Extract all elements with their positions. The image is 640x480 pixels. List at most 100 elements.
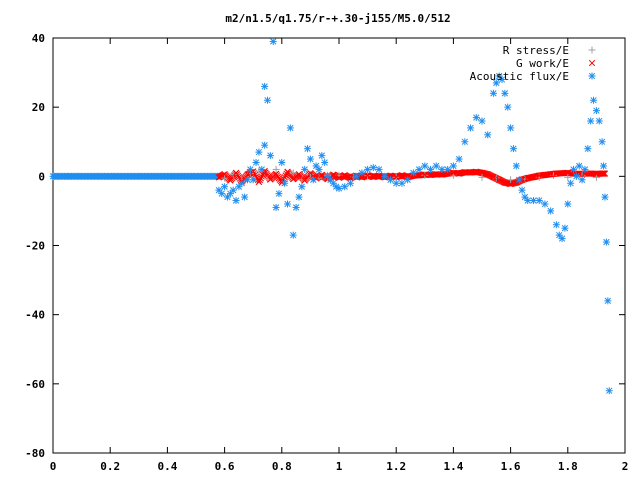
data-point-g-work-e-stroke [370, 173, 377, 181]
y-tick-label: -80 [25, 447, 45, 460]
data-point-acoustic-flux-e-stroke [232, 197, 240, 204]
data-point-acoustic-flux-e [547, 207, 555, 215]
data-point-acoustic-flux-e [304, 145, 312, 153]
data-point-acoustic-flux-e-stroke [496, 72, 503, 80]
data-point-g-work-e [364, 172, 371, 179]
data-point-g-work-e [455, 170, 463, 177]
data-point-acoustic-flux-e-stroke [584, 145, 591, 152]
data-point-acoustic-flux-e-stroke [587, 117, 594, 125]
data-point-r-stress-e [306, 171, 314, 179]
data-point-acoustic-flux-e [598, 138, 606, 146]
data-point-acoustic-flux-e-stroke [504, 104, 511, 111]
data-point-g-work-e [507, 180, 514, 188]
data-point-acoustic-flux-e-stroke [398, 180, 406, 187]
data-point-g-work-e [496, 176, 503, 183]
data-point-acoustic-flux-e-stroke [573, 173, 580, 180]
data-point-acoustic-flux-e [552, 221, 560, 229]
data-point-acoustic-flux-e [518, 186, 526, 194]
data-point-g-work-e-stroke [553, 170, 560, 177]
data-point-acoustic-flux-e-stroke [287, 124, 294, 132]
data-point-acoustic-flux-e [246, 165, 254, 173]
data-point-r-stress-e [507, 176, 515, 184]
data-point-acoustic-flux-e-stroke [315, 166, 323, 173]
data-point-acoustic-flux-e [581, 165, 589, 173]
data-point-acoustic-flux-e [289, 231, 297, 239]
data-point-acoustic-flux-e [587, 117, 595, 125]
data-point-g-work-e-stroke [507, 180, 514, 188]
data-point-acoustic-flux-e [461, 138, 469, 146]
data-point-acoustic-flux-e-stroke [241, 193, 248, 201]
data-point-acoustic-flux-e [249, 176, 257, 184]
data-point-g-work-e [593, 170, 600, 178]
data-point-acoustic-flux-e-stroke [255, 148, 263, 156]
data-point-acoustic-flux-e-stroke [541, 200, 549, 208]
data-point-acoustic-flux-e [561, 224, 569, 232]
data-point-g-work-e [375, 172, 383, 179]
legend-label: Acoustic flux/E [470, 70, 569, 83]
data-point-acoustic-flux-e [415, 165, 423, 173]
data-point-g-work-fill-stroke [388, 172, 395, 180]
data-point-g-work-e [272, 170, 280, 178]
y-tick-label: -60 [25, 378, 45, 391]
legend-marker [588, 72, 596, 80]
data-point-acoustic-flux-e [478, 117, 486, 125]
data-point-acoustic-flux-e [269, 37, 277, 45]
data-point-g-work-fill-stroke [256, 176, 264, 184]
data-point-acoustic-flux-e-stroke [230, 187, 237, 194]
data-point-acoustic-flux-e [306, 155, 314, 163]
data-point-acoustic-flux-e [266, 152, 274, 160]
data-point-acoustic-flux-e-stroke [264, 97, 271, 104]
x-tick-label: 1.4 [443, 460, 463, 473]
data-point-acoustic-flux-e [369, 164, 377, 172]
data-point-g-work-e [473, 168, 480, 175]
data-point-acoustic-flux-e [492, 79, 500, 87]
data-point-acoustic-flux-e-stroke [507, 124, 514, 132]
data-point-acoustic-flux-e-stroke [510, 145, 517, 152]
data-point-acoustic-flux-e-stroke [578, 176, 586, 183]
data-point-acoustic-flux-e [272, 203, 280, 211]
data-point-acoustic-flux-e-stroke [247, 166, 254, 173]
data-point-acoustic-flux-e-stroke [444, 166, 451, 173]
data-point-acoustic-flux-e-stroke [530, 197, 537, 204]
x-tick-label: 0.8 [272, 460, 292, 473]
data-point-acoustic-flux-e-stroke [421, 162, 428, 170]
data-point-acoustic-flux-e [484, 131, 492, 139]
data-point-acoustic-flux-e-stroke [493, 79, 500, 87]
data-point-g-work-e-stroke [295, 171, 303, 178]
data-point-g-work-fill-stroke [481, 170, 489, 177]
data-point-g-work-e-stroke [467, 169, 474, 176]
data-point-g-work-fill [256, 176, 264, 184]
data-point-r-stress-e [255, 167, 263, 175]
data-point-r-stress-e [564, 173, 572, 181]
chart-title: m2/n1.5/q1.75/r-+.30-j155/M5.0/512 [225, 12, 450, 25]
data-point-g-work-e [598, 170, 606, 177]
data-point-acoustic-flux-e-stroke [604, 297, 611, 304]
data-point-acoustic-flux-e [255, 148, 263, 156]
data-point-acoustic-flux-e [298, 183, 306, 191]
data-point-acoustic-flux-e-stroke [244, 176, 251, 183]
data-point-acoustic-flux-e [600, 162, 608, 170]
marks-layer [49, 37, 613, 395]
data-point-acoustic-flux-e-stroke [461, 138, 468, 145]
data-point-acoustic-flux-e-stroke [478, 117, 486, 125]
data-point-g-work-e-stroke [558, 170, 566, 177]
data-point-g-work-e-stroke [478, 169, 486, 177]
data-point-acoustic-flux-e [449, 162, 457, 170]
data-point-acoustic-flux-e [318, 152, 326, 160]
data-point-g-work-e [450, 169, 457, 177]
data-point-g-work-e [541, 171, 549, 179]
data-point-g-work-fill-stroke [479, 169, 487, 177]
legend-marker-stroke [588, 72, 596, 80]
data-point-acoustic-flux-e [275, 190, 283, 198]
data-point-g-work-e [490, 173, 497, 181]
data-point-g-work-e-stroke [393, 173, 400, 181]
data-point-g-work-e [501, 179, 509, 186]
data-point-g-work-e [478, 169, 486, 177]
data-point-acoustic-flux-e-stroke [221, 183, 228, 190]
data-point-g-work-e [267, 176, 274, 183]
data-point-acoustic-flux-e-stroke [298, 183, 305, 190]
data-point-acoustic-flux-e-stroke [375, 166, 383, 173]
data-point-g-work-e [564, 169, 571, 177]
data-point-acoustic-flux-e-stroke [603, 238, 610, 246]
data-point-acoustic-flux-e-stroke [450, 162, 457, 170]
